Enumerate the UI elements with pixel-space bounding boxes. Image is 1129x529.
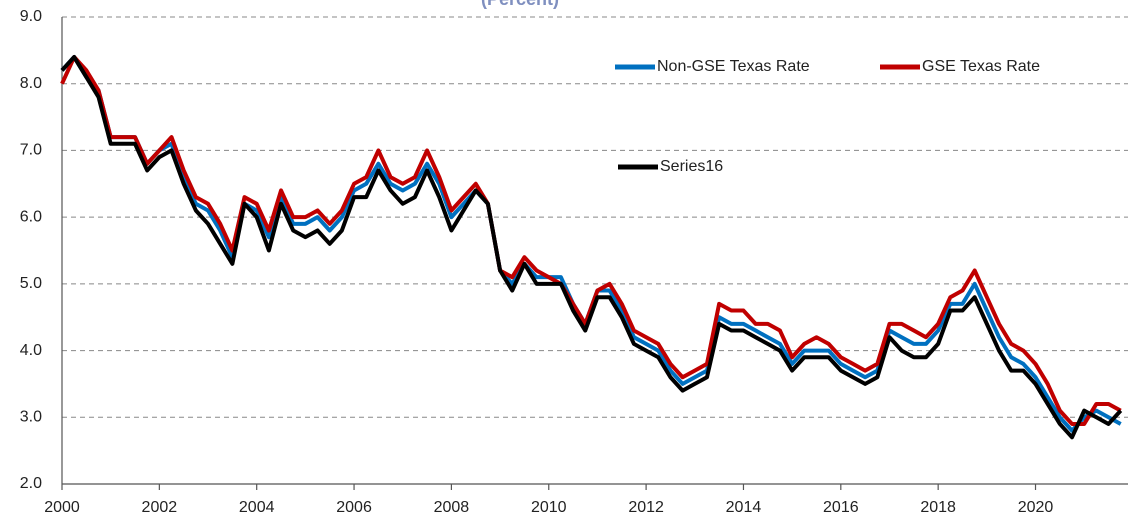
x-tick-label: 2004: [239, 499, 275, 516]
x-tick-label: 2020: [1018, 499, 1054, 516]
x-tick-label: 2012: [628, 499, 664, 516]
y-tick-label: 9.0: [20, 8, 42, 25]
x-tick-label: 2002: [142, 499, 178, 516]
x-tick-label: 2016: [823, 499, 859, 516]
x-tick-label: 2006: [336, 499, 372, 516]
series-line: [60, 55, 1122, 426]
y-tick-label: 5.0: [20, 275, 42, 292]
x-tick-label: 2008: [434, 499, 470, 516]
x-tick-label: 2018: [920, 499, 956, 516]
x-tick-label: 2014: [726, 499, 762, 516]
y-tick-label: 6.0: [20, 208, 42, 225]
y-tick-label: 4.0: [20, 342, 42, 359]
x-tick-label: 2010: [531, 499, 567, 516]
chart-subtitle: (Percent): [481, 0, 559, 9]
y-tick-label: 2.0: [20, 475, 42, 492]
y-tick-label: 7.0: [20, 142, 42, 159]
series-line: [60, 55, 1123, 440]
y-tick-label: 3.0: [20, 409, 42, 426]
x-tick-label: 2000: [44, 499, 80, 516]
legend-label: Non-GSE Texas Rate: [657, 58, 810, 75]
legend-label: Series16: [660, 158, 723, 175]
y-tick-label: 8.0: [20, 75, 42, 92]
legend-label: GSE Texas Rate: [922, 58, 1040, 75]
